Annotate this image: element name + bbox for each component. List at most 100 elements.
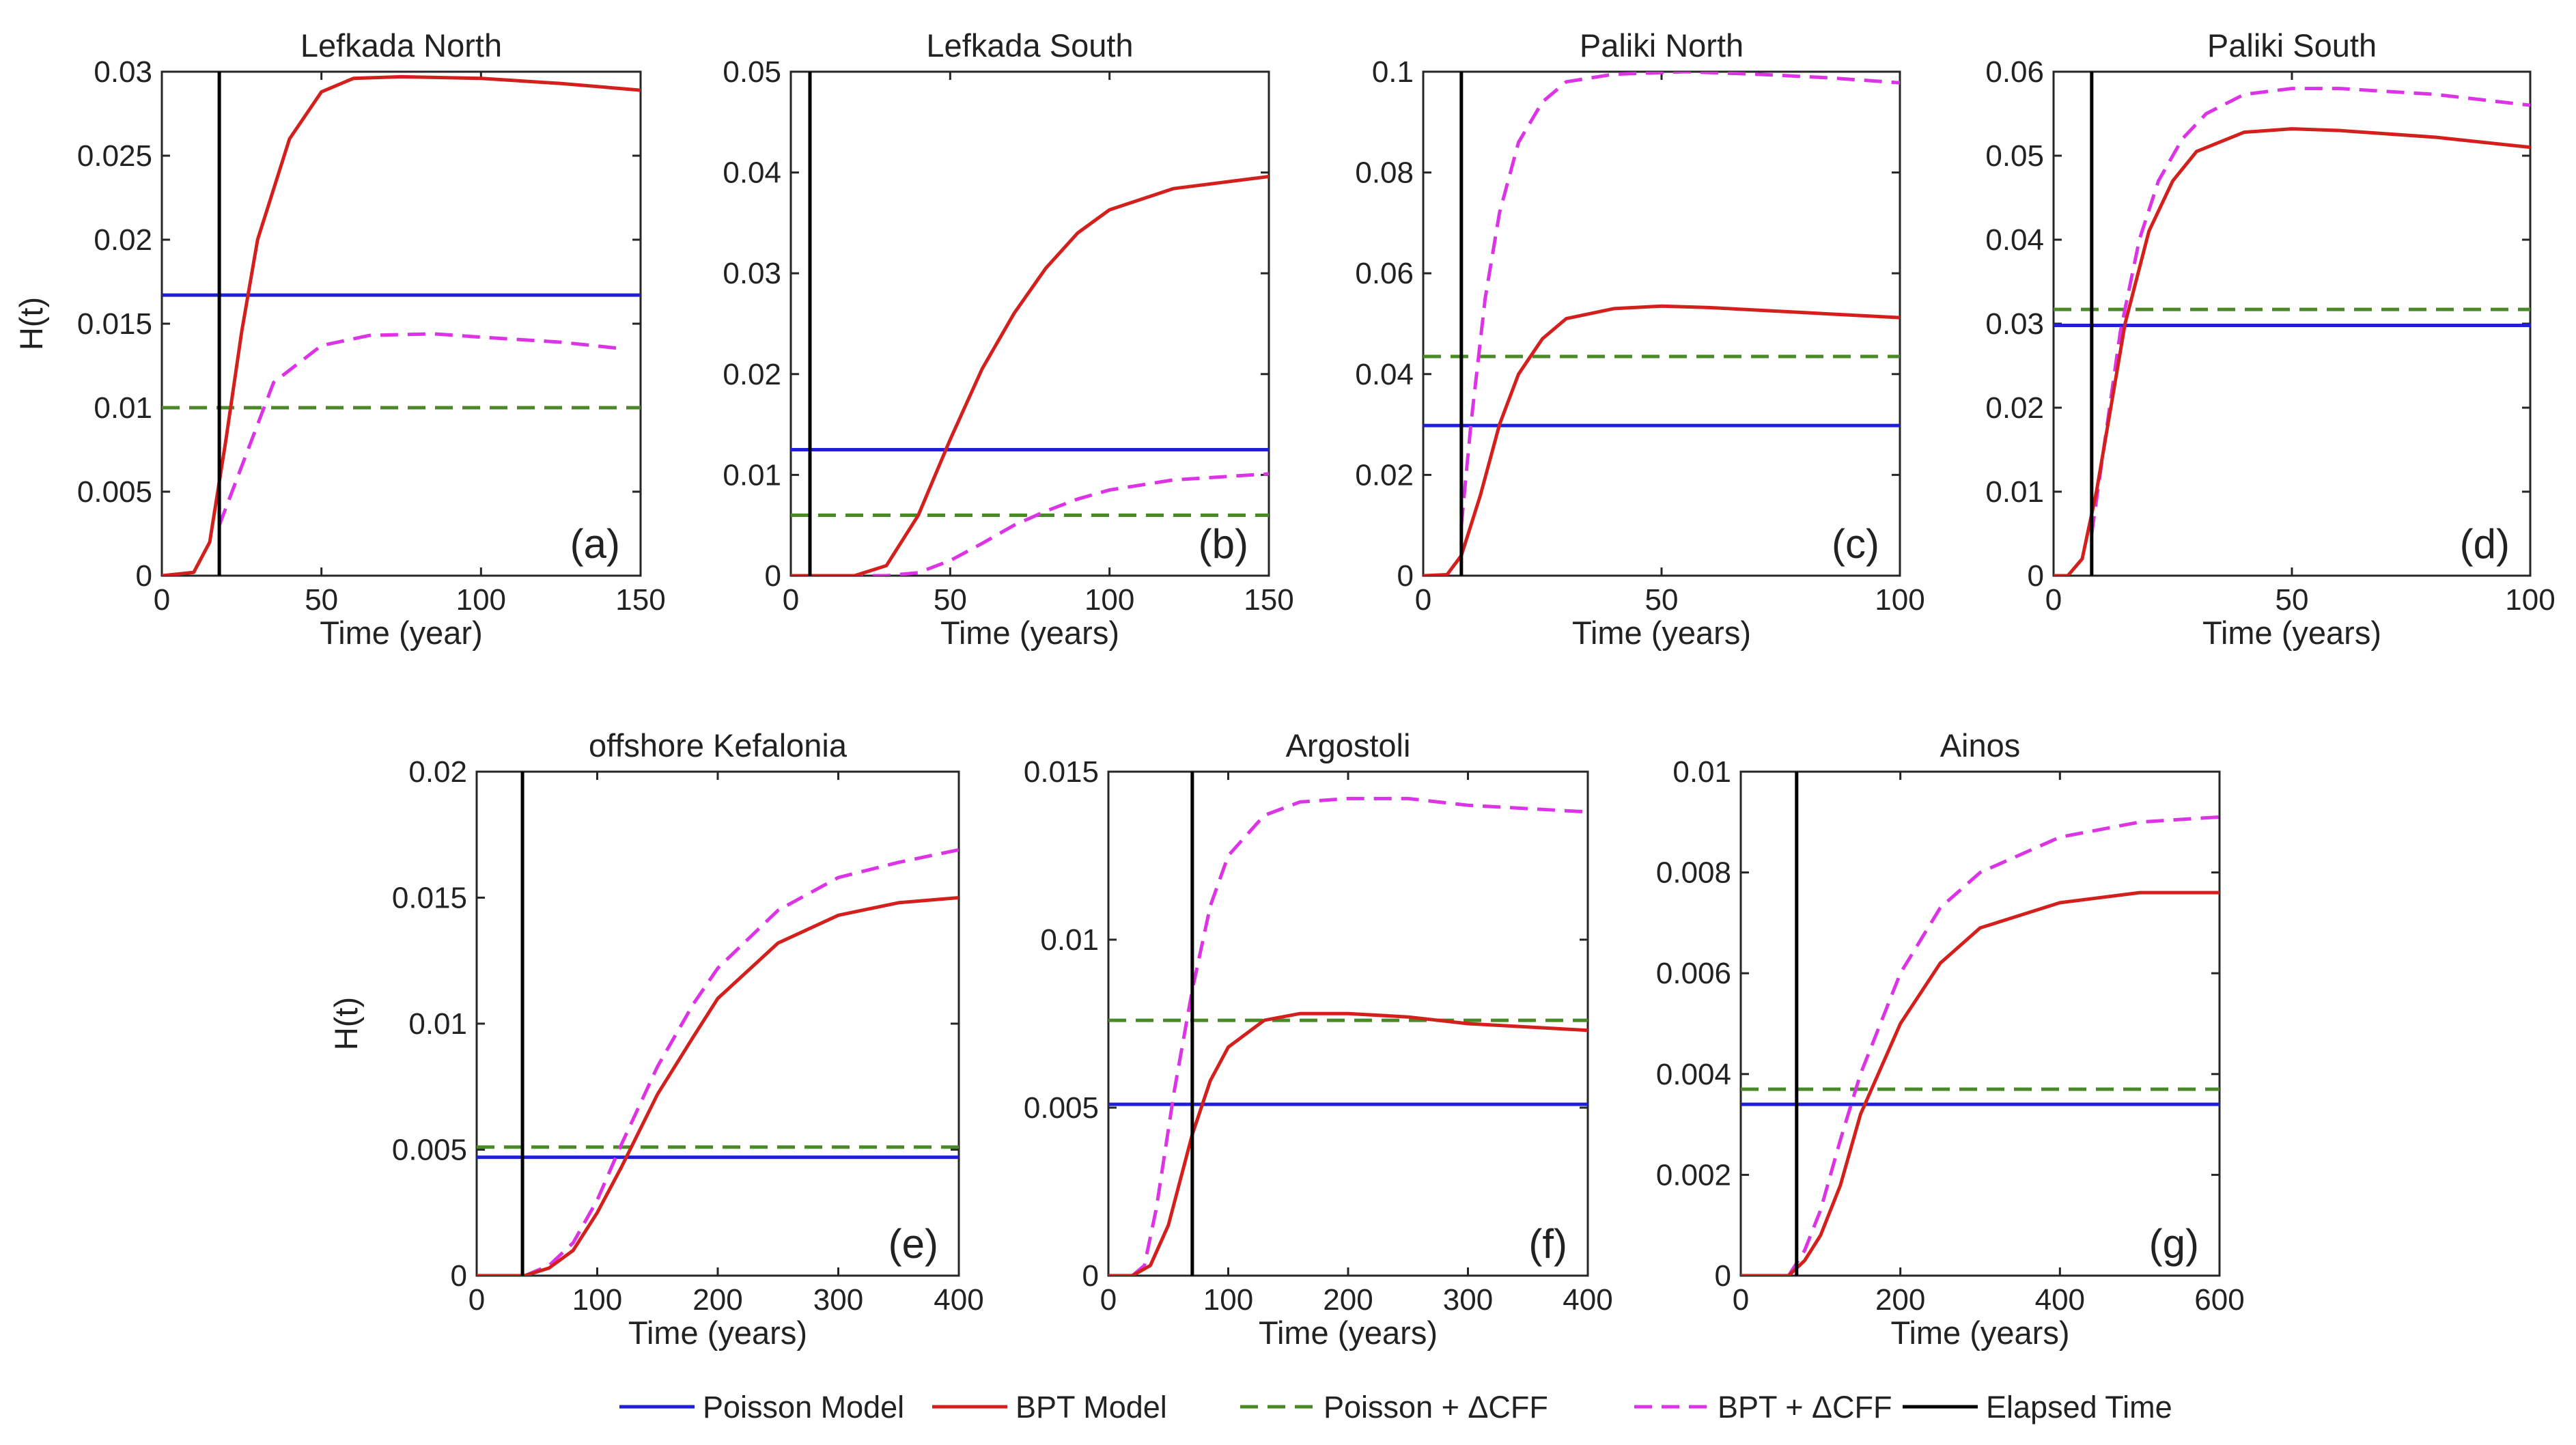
y-tick-label: 0 xyxy=(1397,559,1414,593)
plot-area xyxy=(162,72,641,576)
x-tick-label: 200 xyxy=(1875,1283,1925,1317)
x-tick-label: 100 xyxy=(2505,583,2555,617)
x-tick-label: 50 xyxy=(305,583,338,617)
axes-box xyxy=(789,70,1270,577)
legend-label: Elapsed Time xyxy=(1986,1390,2172,1425)
legend-item-poisson: Poisson Model xyxy=(619,1390,904,1425)
panel-tag: (a) xyxy=(570,521,620,567)
x-tick-label: 400 xyxy=(2035,1283,2085,1317)
y-tick-label: 0 xyxy=(451,1259,467,1293)
x-tick-label: 300 xyxy=(1443,1283,1493,1317)
series-bpt-model xyxy=(2054,127,2530,576)
series-bpt-dcff xyxy=(1787,815,2220,1276)
plot-area xyxy=(1108,772,1588,1276)
series-bpt-model xyxy=(477,896,959,1276)
y-tick-label: 0.025 xyxy=(77,139,152,173)
plot-area xyxy=(477,772,959,1276)
x-axis-label: Time (year) xyxy=(320,615,483,651)
x-tick-label: 0 xyxy=(1415,583,1431,617)
panel-title: offshore Kefalonia xyxy=(589,727,848,763)
y-tick-label: 0.05 xyxy=(723,55,781,89)
y-tick-label: 0.02 xyxy=(1355,458,1414,492)
y-tick-label: 0.01 xyxy=(1985,475,2044,509)
legend-item-elapsed: Elapsed Time xyxy=(1903,1390,2172,1425)
y-tick-label: 0.005 xyxy=(392,1134,467,1167)
x-tick-label: 100 xyxy=(1203,1283,1253,1317)
y-tick-label: 0.015 xyxy=(1024,755,1099,789)
y-tick-label: 0 xyxy=(765,559,781,593)
series-bpt-model xyxy=(162,74,641,576)
x-tick-label: 0 xyxy=(1100,1283,1117,1317)
y-tick-label: 0 xyxy=(136,559,152,593)
plot-area xyxy=(791,72,1269,576)
y-tick-label: 0.06 xyxy=(1985,55,2044,89)
panel-tag: (e) xyxy=(888,1221,938,1267)
x-tick-label: 400 xyxy=(1563,1283,1612,1317)
series-bpt-dcff xyxy=(2090,87,2530,534)
y-tick-label: 0.04 xyxy=(1355,358,1414,391)
x-tick-label: 300 xyxy=(813,1283,863,1317)
series-bpt-dcff xyxy=(1459,72,1900,526)
x-tick-label: 50 xyxy=(1645,583,1679,617)
y-tick-label: 0.002 xyxy=(1656,1158,1731,1192)
y-tick-label: 0.03 xyxy=(723,257,781,290)
y-tick-label: 0.015 xyxy=(77,307,152,341)
legend-label: Poisson Model xyxy=(703,1390,904,1425)
panel-tag: (c) xyxy=(1832,521,1879,567)
panel-title: Lefkada South xyxy=(926,27,1133,64)
x-tick-label: 0 xyxy=(154,583,170,617)
y-tick-label: 0.05 xyxy=(1985,139,2044,173)
panel-title: Argostoli xyxy=(1286,727,1411,763)
y-tick-label: 0 xyxy=(1082,1259,1099,1293)
y-tick-label: 0.02 xyxy=(94,223,152,257)
x-tick-label: 50 xyxy=(934,583,967,617)
x-axis-label: Time (years) xyxy=(940,615,1119,651)
x-axis-label: Time (years) xyxy=(1891,1315,2070,1351)
series-bpt-model xyxy=(1741,890,2220,1276)
x-tick-label: 200 xyxy=(1323,1283,1373,1317)
y-axis-label: H(t) xyxy=(328,997,364,1050)
y-tick-label: 0 xyxy=(2028,559,2044,593)
series-bpt-dcff xyxy=(1131,796,1588,1276)
y-axis-label: H(t) xyxy=(13,297,49,350)
y-tick-label: 0.03 xyxy=(94,55,152,89)
panel-e: 0 100 200 300 400 0 0.005 0.01 0.015 0.02 offshore… xyxy=(328,727,984,1351)
panel-title: Ainos xyxy=(1940,727,2021,763)
panel-title: Paliki South xyxy=(2207,27,2377,64)
y-tick-label: 0.02 xyxy=(1985,391,2044,425)
y-tick-label: 0.04 xyxy=(723,156,781,190)
plot-area xyxy=(2054,72,2530,576)
panel-a: 0 50 100 150 0 0.005 0.01 0.015 0.02 0.025 0.03 Lef… xyxy=(13,27,666,651)
plot-area xyxy=(1741,772,2220,1276)
y-tick-label: 0.01 xyxy=(94,391,152,425)
y-tick-label: 0.004 xyxy=(1656,1058,1731,1091)
x-tick-label: 0 xyxy=(468,1283,485,1317)
y-tick-label: 0.02 xyxy=(408,755,467,789)
series-bpt-model xyxy=(1423,304,1900,576)
x-tick-label: 400 xyxy=(934,1283,983,1317)
x-tick-label: 100 xyxy=(1875,583,1924,617)
x-tick-label: 0 xyxy=(1733,1283,1749,1317)
legend-label: BPT Model xyxy=(1016,1390,1167,1425)
x-tick-label: 100 xyxy=(1084,583,1134,617)
panel-b: 0 50 100 150 0 0.01 0.02 0.03 0.04 0.05 Lefkada So… xyxy=(723,27,1293,651)
x-axis-label: Time (years) xyxy=(1259,1315,1438,1351)
y-tick-label: 0.03 xyxy=(1985,307,2044,341)
x-tick-label: 100 xyxy=(456,583,506,617)
axes-box xyxy=(1739,770,2221,1277)
y-tick-label: 0.02 xyxy=(723,358,781,391)
legend-item-poisson_dcff: Poisson + ΔCFF xyxy=(1240,1390,1548,1425)
legend-label: Poisson + ΔCFF xyxy=(1324,1390,1548,1425)
panel-title: Paliki North xyxy=(1580,27,1744,64)
series-bpt-model xyxy=(791,175,1269,576)
panel-tag: (f) xyxy=(1528,1221,1567,1267)
panel-c: 0 50 100 0 0.02 0.04 0.06 0.08 0.1 Paliki North Ti… xyxy=(1355,27,1924,651)
axes-box xyxy=(160,70,642,577)
x-tick-label: 150 xyxy=(615,583,665,617)
x-tick-label: 50 xyxy=(2276,583,2309,617)
x-axis-label: Time (years) xyxy=(1572,615,1751,651)
y-tick-label: 0.08 xyxy=(1355,156,1414,190)
x-tick-label: 200 xyxy=(692,1283,742,1317)
y-tick-label: 0.005 xyxy=(1024,1091,1099,1125)
